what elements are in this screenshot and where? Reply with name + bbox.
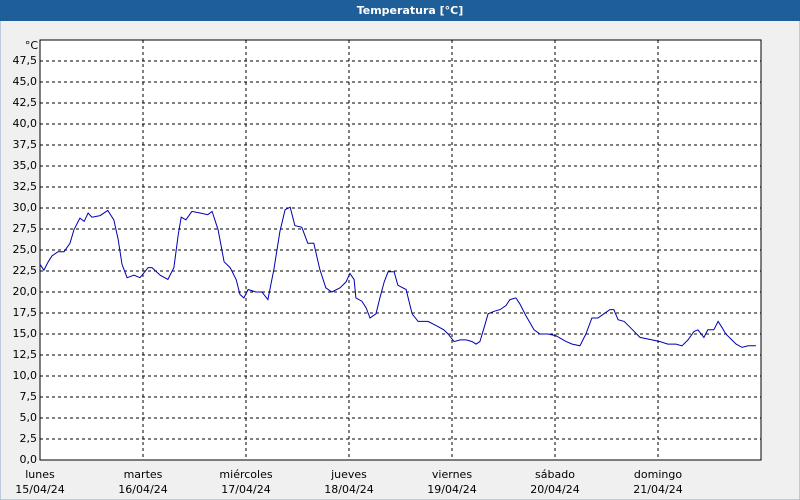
x-tick-label: lunes	[25, 468, 55, 481]
y-tick-label: 25,0	[13, 243, 38, 256]
y-tick-label: 5,0	[20, 411, 38, 424]
x-tick-sublabel: 19/04/24	[427, 483, 476, 496]
title-bar	[0, 0, 800, 21]
y-tick-label: 2,5	[20, 432, 38, 445]
x-tick-label: jueves	[330, 468, 367, 481]
x-tick-sublabel: 21/04/24	[633, 483, 682, 496]
x-tick-sublabel: 17/04/24	[221, 483, 270, 496]
y-tick-label: 10,0	[13, 369, 38, 382]
x-tick-sublabel: 15/04/24	[15, 483, 64, 496]
y-tick-label: 47,5	[13, 54, 38, 67]
x-tick-label: miércoles	[219, 468, 272, 481]
x-tick-sublabel: 18/04/24	[324, 483, 373, 496]
y-tick-label: 27,5	[13, 222, 38, 235]
x-tick-sublabel: 20/04/24	[530, 483, 579, 496]
x-tick-label: viernes	[432, 468, 472, 481]
x-tick-label: martes	[124, 468, 163, 481]
y-tick-label: 45,0	[13, 75, 38, 88]
y-tick-label: 40,0	[13, 117, 38, 130]
y-tick-label: 17,5	[13, 306, 38, 319]
x-tick-label: sábado	[535, 468, 575, 481]
x-tick-label: domingo	[634, 468, 682, 481]
y-tick-label: 30,0	[13, 201, 38, 214]
y-tick-label: 15,0	[13, 327, 38, 340]
y-tick-label: 0,0	[20, 453, 38, 466]
chart-title: Temperatura [°C]	[357, 4, 464, 17]
y-tick-label: 7,5	[20, 390, 38, 403]
y-tick-label: 42,5	[13, 96, 38, 109]
y-tick-label: 37,5	[13, 138, 38, 151]
y-tick-label: 12,5	[13, 348, 38, 361]
y-tick-label: 32,5	[13, 180, 38, 193]
y-tick-label: 20,0	[13, 285, 38, 298]
y-axis-label: °C	[25, 39, 39, 52]
x-tick-sublabel: 16/04/24	[118, 483, 167, 496]
series-line	[39, 206, 756, 348]
y-tick-label: 22,5	[13, 264, 38, 277]
y-tick-label: 35,0	[13, 159, 38, 172]
